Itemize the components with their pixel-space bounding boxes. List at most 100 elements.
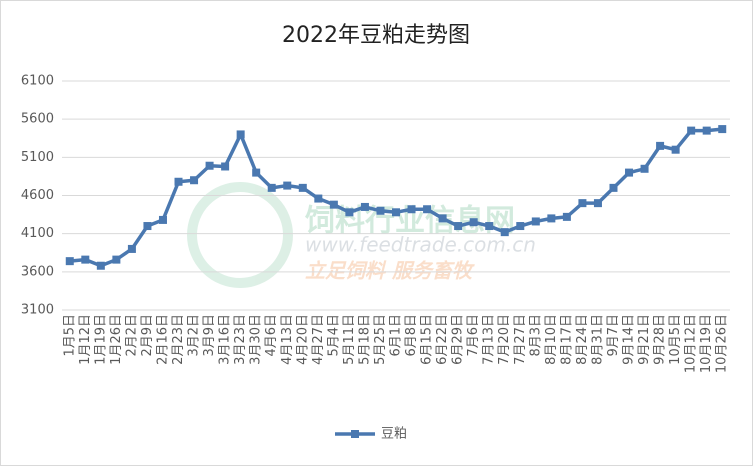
- x-tick-label: 3月9日: [202, 314, 217, 357]
- x-tick-label: 7月13日: [482, 314, 497, 365]
- x-tick-label: 3月2日: [187, 314, 202, 357]
- point: [376, 206, 385, 215]
- x-tick-label: 10月5日: [668, 314, 683, 365]
- point: [314, 194, 323, 203]
- y-tick-label: 5100: [21, 150, 54, 165]
- legend-label: 豆粕: [381, 427, 407, 442]
- x-tick-label: 4月27日: [311, 314, 326, 365]
- x-tick-label: 5月4日: [326, 314, 341, 357]
- x-tick-label: 7月27日: [513, 314, 528, 365]
- x-tick-label: 1月12日: [78, 314, 93, 365]
- point: [329, 200, 338, 209]
- x-tick-label: 6月22日: [435, 314, 450, 365]
- x-tick-label: 8月24日: [575, 314, 590, 365]
- point: [423, 205, 432, 214]
- point: [625, 168, 634, 177]
- x-tick-label: 10月12日: [684, 314, 699, 373]
- point: [547, 214, 556, 223]
- x-tick-label: 6月1日: [389, 314, 404, 357]
- x-tick-label: 2月9日: [140, 314, 155, 357]
- x-tick-label: 5月25日: [373, 314, 388, 365]
- point: [205, 161, 214, 170]
- y-tick-label: 5600: [21, 112, 54, 127]
- x-tick-label: 2月2日: [124, 314, 139, 357]
- x-tick-label: 7月20日: [497, 314, 512, 365]
- y-tick-label: 4600: [21, 188, 54, 203]
- point: [174, 177, 183, 186]
- x-tick-label: 8月17日: [559, 314, 574, 365]
- watermark-slogan: 立足饲料 服务畜牧: [305, 259, 475, 283]
- x-tick-label: 8月10日: [544, 314, 559, 365]
- point: [516, 222, 525, 231]
- x-tick-label: 7月6日: [466, 314, 481, 357]
- point: [407, 205, 416, 214]
- x-tick-label: 1月5日: [62, 314, 77, 357]
- point: [190, 176, 199, 185]
- watermark-url: www.feedtrade.com.cn: [305, 233, 536, 257]
- x-tick-label: 4月6日: [264, 314, 279, 357]
- point: [609, 183, 618, 192]
- point: [578, 199, 587, 208]
- x-tick-label: 8月31日: [590, 314, 605, 365]
- point: [267, 183, 276, 192]
- point: [252, 168, 261, 177]
- x-tick-label: 5月11日: [342, 314, 357, 365]
- x-tick-label: 6月8日: [404, 314, 419, 357]
- y-tick-label: 6100: [21, 74, 54, 89]
- watermark: 饲料行业信息网 www.feedtrade.com.cn 立足饲料 服务畜牧: [187, 182, 536, 288]
- x-tick-label: 5月18日: [357, 314, 372, 365]
- point: [96, 261, 105, 270]
- x-tick-label: 3月23日: [233, 314, 248, 365]
- x-tick-label: 10月19日: [699, 314, 714, 373]
- point: [360, 202, 369, 211]
- point: [392, 208, 400, 217]
- point: [702, 126, 711, 135]
- point: [127, 244, 136, 253]
- y-tick-label: 3100: [21, 303, 54, 318]
- point: [143, 222, 152, 231]
- point: [454, 222, 463, 231]
- x-tick-label: 10月26日: [715, 314, 730, 373]
- point: [671, 145, 680, 154]
- point: [236, 130, 245, 139]
- point: [158, 215, 167, 224]
- x-tick-label: 1月19日: [93, 314, 108, 365]
- x-tick-label: 4月13日: [280, 314, 295, 365]
- point: [718, 125, 727, 134]
- x-tick-label: 9月28日: [653, 314, 668, 365]
- point: [656, 141, 665, 150]
- point: [562, 212, 571, 221]
- point: [298, 183, 307, 192]
- chart-title: 2022年豆粕走势图: [282, 23, 470, 48]
- x-tick-label: 2月23日: [171, 314, 186, 365]
- point: [65, 257, 74, 266]
- x-tick-label: 6月29日: [451, 314, 466, 365]
- x-tick-label: 3月16日: [218, 314, 233, 365]
- point: [593, 199, 602, 208]
- x-tick-label: 6月15日: [420, 314, 435, 365]
- watermark-logo: [187, 182, 293, 288]
- point: [500, 228, 509, 237]
- legend-marker: [351, 430, 359, 438]
- y-tick-label: 3600: [21, 264, 54, 279]
- x-tick-label: 9月7日: [606, 314, 621, 357]
- point: [687, 126, 696, 135]
- x-tick-label: 8月3日: [528, 314, 543, 357]
- point: [438, 214, 447, 223]
- x-tick-label: 1月26日: [109, 314, 124, 365]
- point: [283, 181, 292, 190]
- y-tick-label: 4100: [21, 226, 54, 241]
- point: [221, 162, 230, 171]
- x-tick-label: 9月21日: [637, 314, 652, 365]
- point: [345, 208, 354, 217]
- point: [112, 255, 121, 264]
- point: [531, 217, 540, 226]
- point: [81, 255, 90, 264]
- point: [469, 218, 478, 227]
- x-tick-label: 3月30日: [249, 314, 264, 365]
- x-tick-label: 2月16日: [155, 314, 170, 365]
- point: [640, 164, 649, 173]
- x-tick-label: 4月20日: [295, 314, 310, 365]
